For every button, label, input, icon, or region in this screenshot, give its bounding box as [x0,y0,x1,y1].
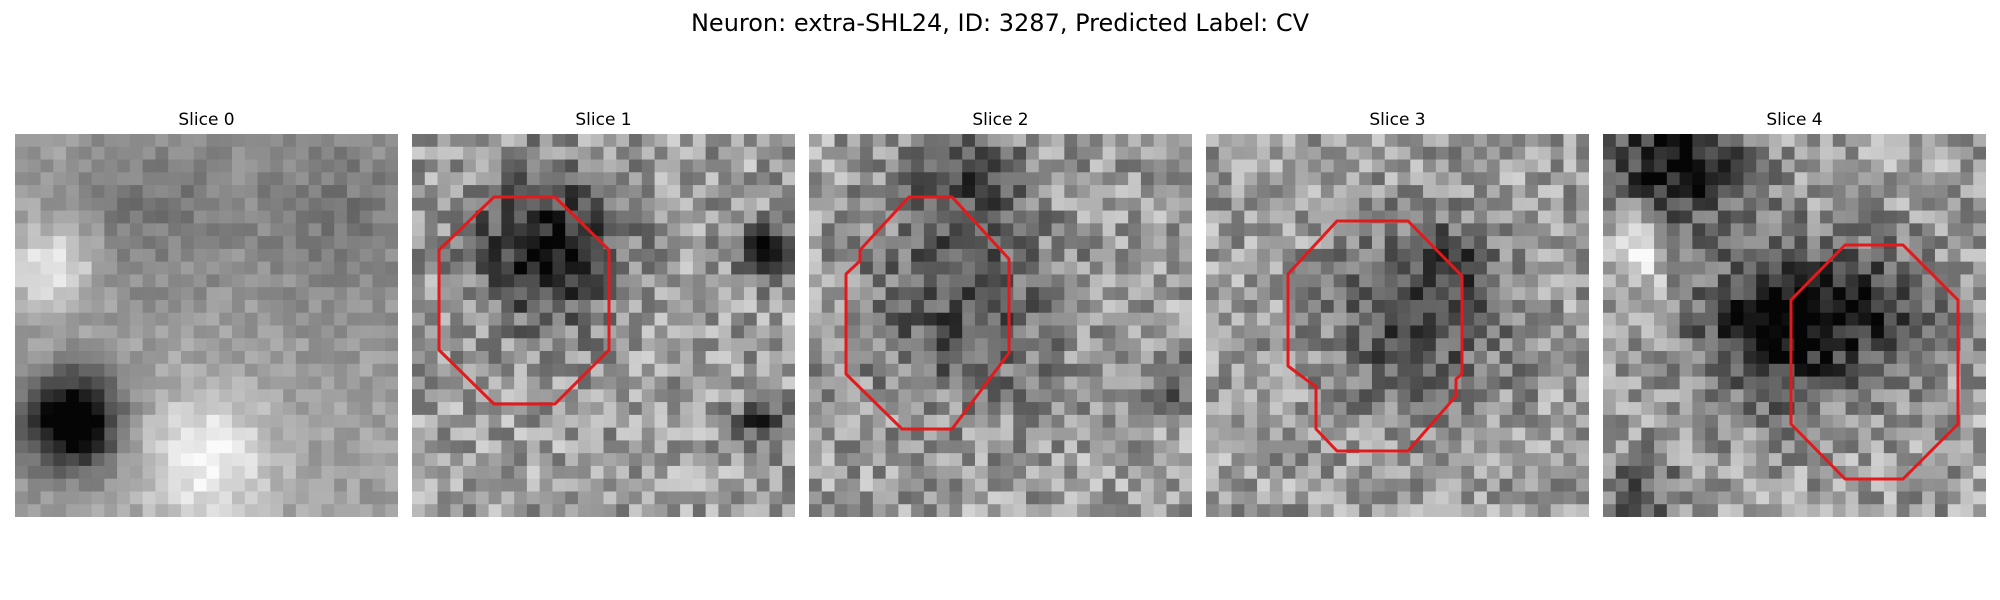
slice-image [15,134,398,517]
slice-image [412,134,795,517]
pixel-grid [1206,134,1589,517]
slice-panel-2: Slice 2 [809,108,1192,517]
pixel-grid [809,134,1192,517]
slice-title: Slice 2 [972,110,1029,130]
pixel-grid [15,134,398,517]
figure-title: Neuron: extra-SHL24, ID: 3287, Predicted… [690,9,1310,37]
slice-title: Slice 4 [1766,110,1823,130]
roi-outline [1789,243,1960,481]
pixel-grid [412,134,795,517]
slice-image [809,134,1192,517]
slice-image [1603,134,1986,517]
slice-title: Slice 1 [575,110,632,130]
slice-title: Slice 0 [178,110,235,130]
slice-panel-0: Slice 0 [15,108,398,517]
slice-panel-1: Slice 1 [412,108,795,517]
slice-panel-3: Slice 3 [1206,108,1589,517]
roi-outline [844,195,1011,431]
slice-panel-4: Slice 4 [1603,108,1986,517]
roi-outline [1286,219,1464,453]
pixel-grid [1603,134,1986,517]
slice-image [1206,134,1589,517]
slice-title: Slice 3 [1369,110,1426,130]
roi-outline [437,195,611,406]
